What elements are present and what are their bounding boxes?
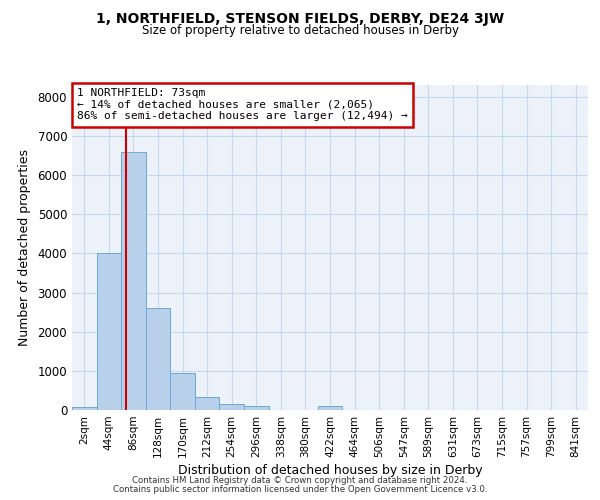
Bar	[195, 398, 220, 410]
Bar	[170, 373, 195, 410]
Bar	[220, 404, 244, 410]
Bar	[97, 254, 121, 410]
Bar	[121, 152, 146, 410]
Bar	[318, 406, 342, 410]
X-axis label: Distribution of detached houses by size in Derby: Distribution of detached houses by size …	[178, 464, 482, 477]
Text: 1 NORTHFIELD: 73sqm
← 14% of detached houses are smaller (2,065)
86% of semi-det: 1 NORTHFIELD: 73sqm ← 14% of detached ho…	[77, 88, 408, 122]
Text: Size of property relative to detached houses in Derby: Size of property relative to detached ho…	[142, 24, 458, 37]
Bar	[244, 406, 269, 410]
Bar	[146, 308, 170, 410]
Y-axis label: Number of detached properties: Number of detached properties	[17, 149, 31, 346]
Text: Contains public sector information licensed under the Open Government Licence v3: Contains public sector information licen…	[113, 485, 487, 494]
Text: 1, NORTHFIELD, STENSON FIELDS, DERBY, DE24 3JW: 1, NORTHFIELD, STENSON FIELDS, DERBY, DE…	[96, 12, 504, 26]
Bar	[72, 407, 97, 410]
Text: Contains HM Land Registry data © Crown copyright and database right 2024.: Contains HM Land Registry data © Crown c…	[132, 476, 468, 485]
